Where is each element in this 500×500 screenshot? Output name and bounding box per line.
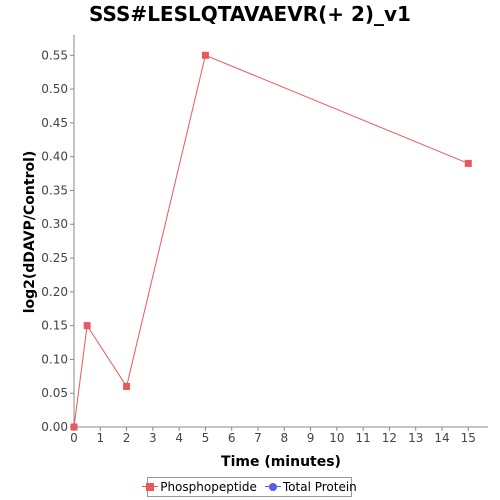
y-tick-label: 0.20 xyxy=(41,285,68,299)
legend-label-total-protein: Total Protein xyxy=(282,480,357,494)
legend-swatch-square-icon xyxy=(142,482,159,492)
legend-label-phosphopeptide: Phosphopeptide xyxy=(160,480,257,494)
x-tick-label: 6 xyxy=(228,431,236,445)
data-point xyxy=(464,159,472,167)
y-tick-label: 0.15 xyxy=(41,319,68,333)
axes xyxy=(73,35,488,428)
y-tick-label: 0.40 xyxy=(41,150,68,164)
x-tick-label: 11 xyxy=(356,431,371,445)
series xyxy=(70,51,472,431)
legend-item-phosphopeptide: Phosphopeptide xyxy=(142,480,257,494)
y-tick-label: 0.35 xyxy=(41,183,68,197)
x-tick-label: 2 xyxy=(123,431,131,445)
y-tick-label: 0.45 xyxy=(41,116,68,130)
chart-title: SSS#LESLQTAVAEVR(+ 2)_v1 xyxy=(89,2,411,26)
legend-item-total-protein: Total Protein xyxy=(264,480,357,494)
y-tick-label: 0.50 xyxy=(41,82,68,96)
x-tick-label: 0 xyxy=(70,431,78,445)
x-tick-label: 8 xyxy=(280,431,288,445)
y-tick-label: 0.05 xyxy=(41,386,68,400)
x-tick-label: 12 xyxy=(382,431,397,445)
x-tick-label: 9 xyxy=(307,431,315,445)
data-point xyxy=(201,51,209,59)
legend: Phosphopeptide Total Protein xyxy=(142,477,357,497)
x-tick-label: 4 xyxy=(175,431,183,445)
y-tick-label: 0.30 xyxy=(41,217,68,231)
x-tick-label: 5 xyxy=(202,431,210,445)
ticks: 0 1 2 3 4 5 6 7 8 9 10 11 12 13 14 150.000.050.100.150.… xyxy=(41,48,476,445)
x-tick-label: 15 xyxy=(461,431,476,445)
x-tick-label: 1 xyxy=(96,431,104,445)
x-tick-label: 3 xyxy=(149,431,157,445)
y-axis-label: log2(dDAVP/Control) xyxy=(22,151,38,314)
data-point xyxy=(70,423,78,431)
y-tick-label: 0.10 xyxy=(41,352,68,366)
data-point xyxy=(83,322,91,330)
series-line xyxy=(73,54,469,428)
y-tick-label: 0.55 xyxy=(41,48,68,62)
x-axis-label: Time (minutes) xyxy=(221,454,341,470)
x-tick-label: 13 xyxy=(408,431,423,445)
legend-swatch-circle-icon xyxy=(264,482,281,492)
x-tick-label: 7 xyxy=(254,431,262,445)
y-tick-label: 0.00 xyxy=(41,420,68,434)
data-point xyxy=(123,382,131,390)
x-tick-label: 10 xyxy=(329,431,344,445)
x-tick-label: 14 xyxy=(434,431,449,445)
y-tick-label: 0.25 xyxy=(41,251,68,265)
